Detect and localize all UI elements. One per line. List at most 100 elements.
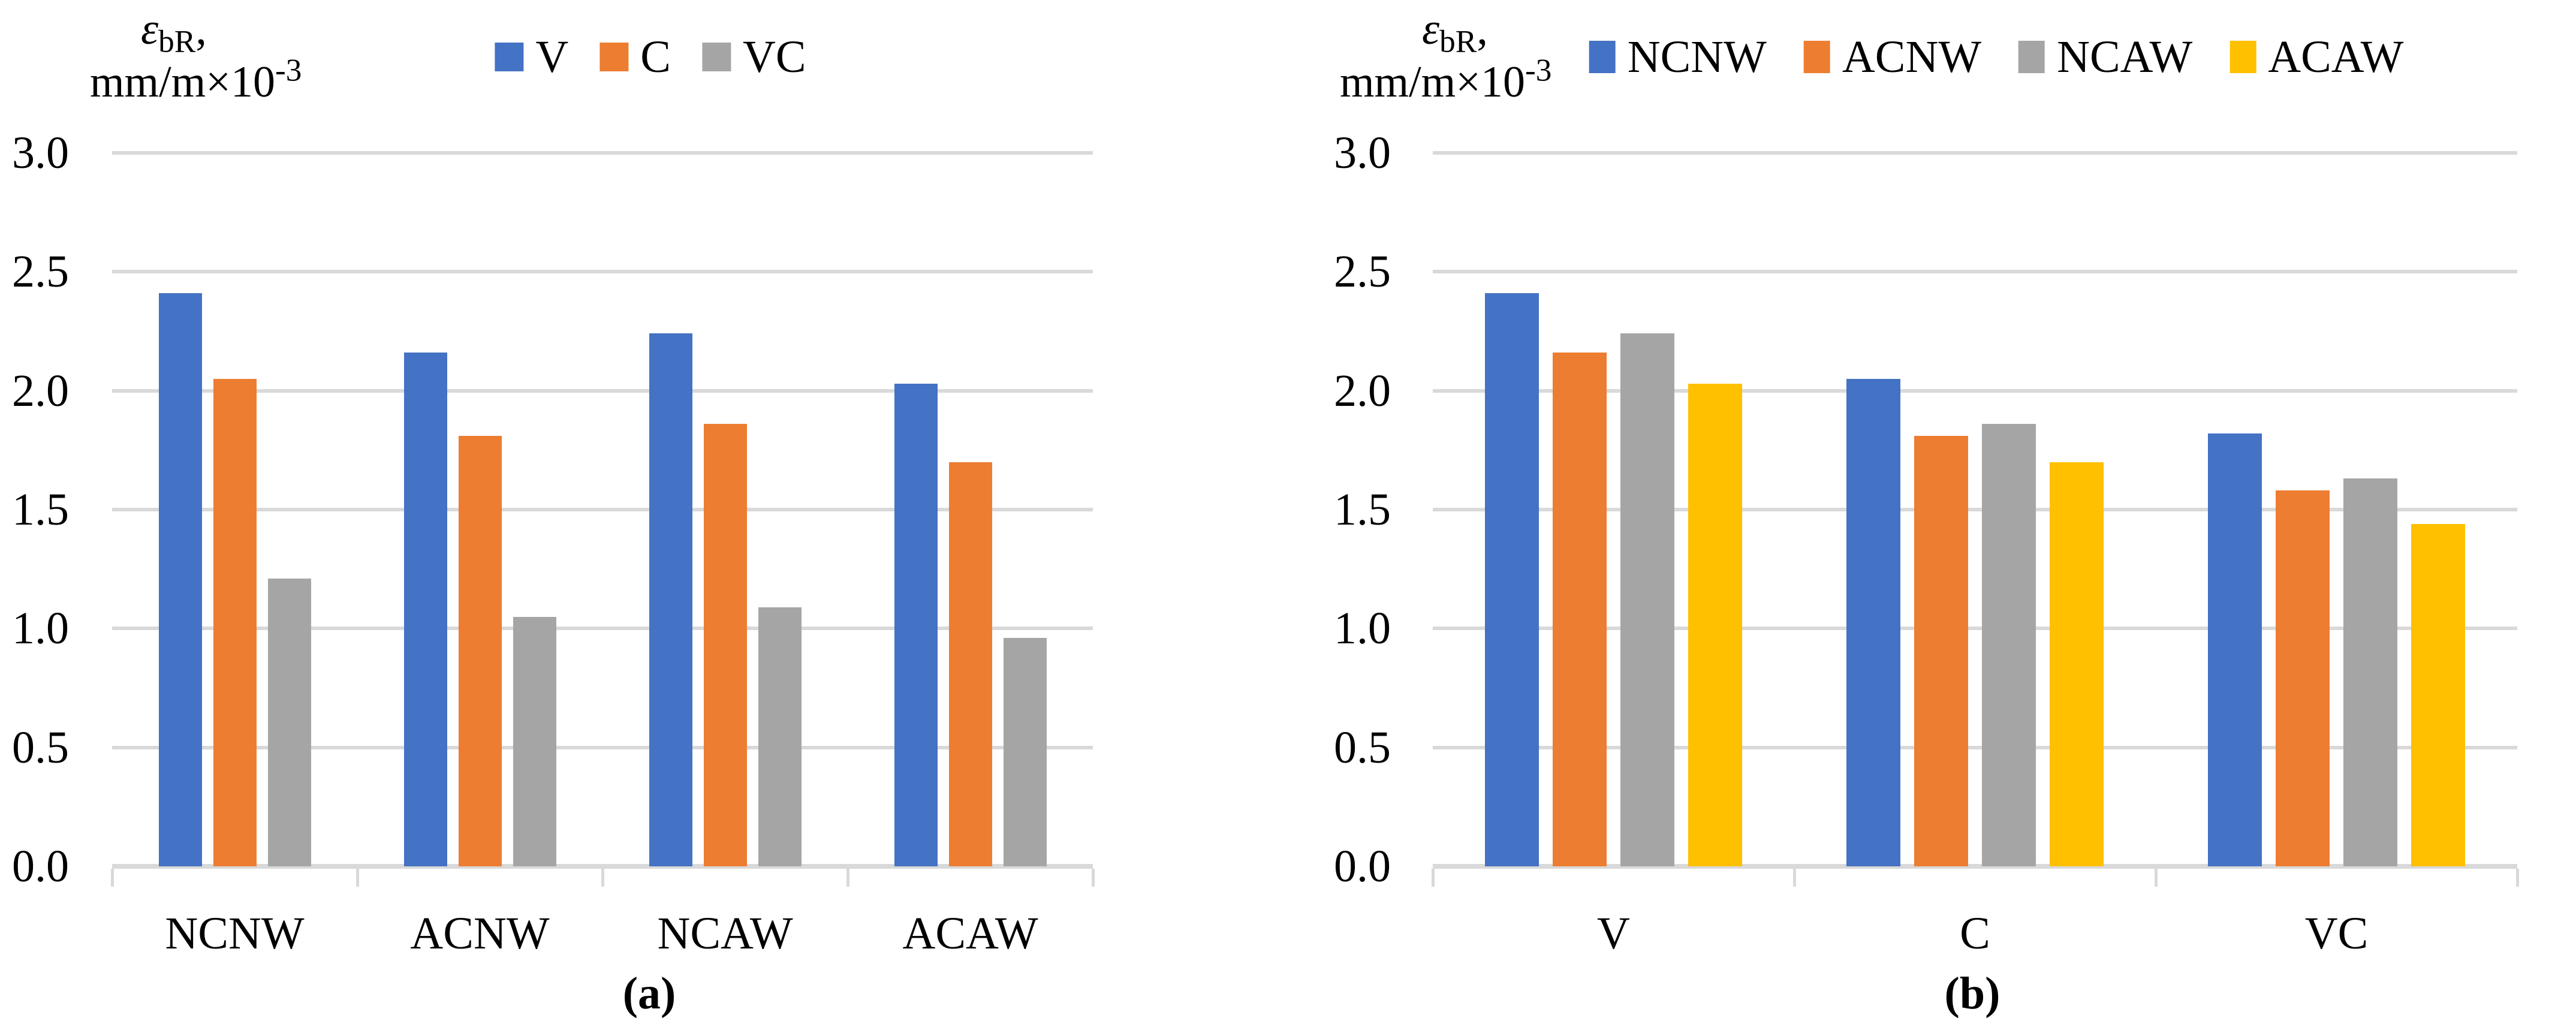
bar-a-V-NCAW — [649, 333, 692, 866]
x-axis-tick — [2155, 869, 2158, 887]
caption-b: (b) — [1944, 968, 2000, 1019]
y-tick-label-b-1.5: 1.5 — [1334, 484, 1391, 535]
bar-b-NCNW-VC — [2208, 433, 2262, 866]
legend-label-C: C — [640, 32, 671, 82]
y-axis-title-symbol-a: εbR, — [141, 5, 207, 57]
category-label-b-C: C — [1960, 908, 1990, 959]
bar-a-V-NCNW — [158, 293, 202, 866]
y-tick-label-a-0.5: 0.5 — [12, 722, 69, 773]
unit-exponent: -3 — [1524, 52, 1552, 88]
x-axis-tick — [356, 869, 359, 887]
legend-label-NCNW: NCNW — [1627, 32, 1767, 82]
category-label-b-VC: VC — [2304, 908, 2369, 959]
bar-b-ACAW-V — [1688, 383, 1742, 866]
gridline — [112, 508, 1093, 511]
legend-a: V C VC — [495, 33, 806, 81]
y-axis-title-unit-a: mm/m×10-3 — [90, 54, 302, 107]
y-tick-label-b-3.0: 3.0 — [1334, 128, 1391, 178]
gridline — [112, 270, 1093, 274]
legend-swatch-ACNW-icon — [1803, 41, 1830, 73]
legend-item-NCNW: NCNW — [1589, 33, 1767, 81]
gridline — [1433, 627, 2517, 631]
bar-a-C-NCNW — [213, 378, 257, 866]
legend-swatch-VC-icon — [702, 43, 731, 71]
gridline — [112, 745, 1093, 749]
gridline — [1433, 270, 2517, 274]
epsilon-symbol: ε — [1422, 5, 1440, 54]
x-axis-tick — [1793, 869, 1796, 887]
bar-b-NCNW-C — [1846, 378, 1900, 866]
bar-a-C-NCAW — [703, 424, 747, 866]
bar-a-VC-ACNW — [513, 616, 556, 866]
y-tick-label-b-0.5: 0.5 — [1334, 722, 1391, 773]
gridline — [1433, 745, 2517, 749]
category-label-a-ACNW: ACNW — [410, 908, 550, 959]
legend-swatch-V-icon — [495, 43, 524, 71]
legend-swatch-C-icon — [599, 43, 629, 71]
x-axis-tick — [111, 869, 114, 887]
legend-label-NCAW: NCAW — [2057, 32, 2193, 82]
bar-a-VC-ACAW — [1003, 638, 1047, 866]
caption-a: (a) — [622, 968, 676, 1019]
bar-b-ACAW-VC — [2411, 523, 2465, 866]
legend-label-ACAW: ACAW — [2268, 32, 2404, 82]
gridline — [112, 388, 1093, 393]
bar-b-NCAW-V — [1620, 333, 1674, 866]
bar-a-C-ACAW — [948, 462, 992, 866]
unit-text: mm/m×10 — [90, 58, 275, 107]
y-axis-title-symbol-b: εbR, — [1422, 5, 1488, 57]
x-axis-tick — [601, 869, 604, 887]
legend-label-VC: VC — [743, 32, 806, 82]
gridline — [112, 151, 1093, 155]
legend-item-ACAW: ACAW — [2229, 33, 2403, 81]
legend-label-ACNW: ACNW — [1842, 32, 1982, 82]
unit-exponent: -3 — [275, 52, 302, 88]
x-axis-line — [1433, 864, 2517, 869]
y-tick-label-a-0.0: 0.0 — [12, 841, 69, 892]
bar-a-VC-NCNW — [267, 579, 311, 866]
y-tick-label-a-2.0: 2.0 — [12, 365, 69, 416]
x-axis-tick — [1092, 869, 1095, 887]
legend-b: NCNW ACNW NCAW ACAW — [1589, 32, 2403, 82]
y-tick-label-b-1.0: 1.0 — [1334, 603, 1391, 654]
category-label-a-ACAW: ACAW — [902, 908, 1038, 959]
bar-b-ACNW-VC — [2276, 490, 2330, 866]
comma: , — [195, 5, 207, 54]
gridline — [112, 627, 1093, 631]
legend-item-V: V — [495, 33, 568, 81]
legend-item-NCAW: NCAW — [2018, 33, 2192, 81]
unit-text: mm/m×10 — [1340, 58, 1525, 107]
comma: , — [1477, 5, 1488, 54]
x-axis-tick — [846, 869, 849, 887]
bar-b-NCAW-VC — [2343, 478, 2397, 866]
y-tick-label-a-3.0: 3.0 — [12, 128, 69, 178]
bar-a-C-ACNW — [458, 436, 502, 866]
legend-item-ACNW: ACNW — [1803, 32, 1982, 82]
y-axis-title-unit-b: mm/m×10-3 — [1340, 54, 1551, 107]
gridline — [1433, 508, 2517, 511]
y-tick-label-b-2.5: 2.5 — [1334, 246, 1391, 297]
epsilon-symbol: ε — [141, 5, 159, 54]
legend-swatch-ACAW-icon — [2229, 41, 2256, 73]
bar-b-ACNW-V — [1553, 353, 1607, 866]
bar-b-NCNW-V — [1485, 293, 1539, 866]
epsilon-subscript: bR — [1439, 23, 1477, 59]
legend-item-VC: VC — [702, 33, 806, 81]
bar-b-ACAW-C — [2050, 462, 2104, 866]
x-axis-tick — [1432, 869, 1435, 887]
y-tick-label-b-2.0: 2.0 — [1334, 365, 1391, 416]
legend-item-C: C — [599, 33, 671, 81]
y-tick-label-a-1.5: 1.5 — [12, 484, 69, 535]
category-label-a-NCAW: NCAW — [657, 908, 793, 959]
y-tick-label-b-0.0: 0.0 — [1334, 841, 1391, 892]
legend-label-V: V — [535, 32, 569, 82]
gridline — [1433, 151, 2517, 155]
epsilon-subscript: bR — [158, 23, 196, 59]
y-tick-label-a-1.0: 1.0 — [12, 603, 69, 654]
gridline — [1433, 388, 2517, 393]
bar-a-V-ACNW — [403, 353, 447, 866]
category-label-b-V: V — [1597, 908, 1630, 959]
x-axis-tick — [2516, 869, 2519, 887]
category-label-a-NCNW: NCNW — [165, 908, 305, 959]
